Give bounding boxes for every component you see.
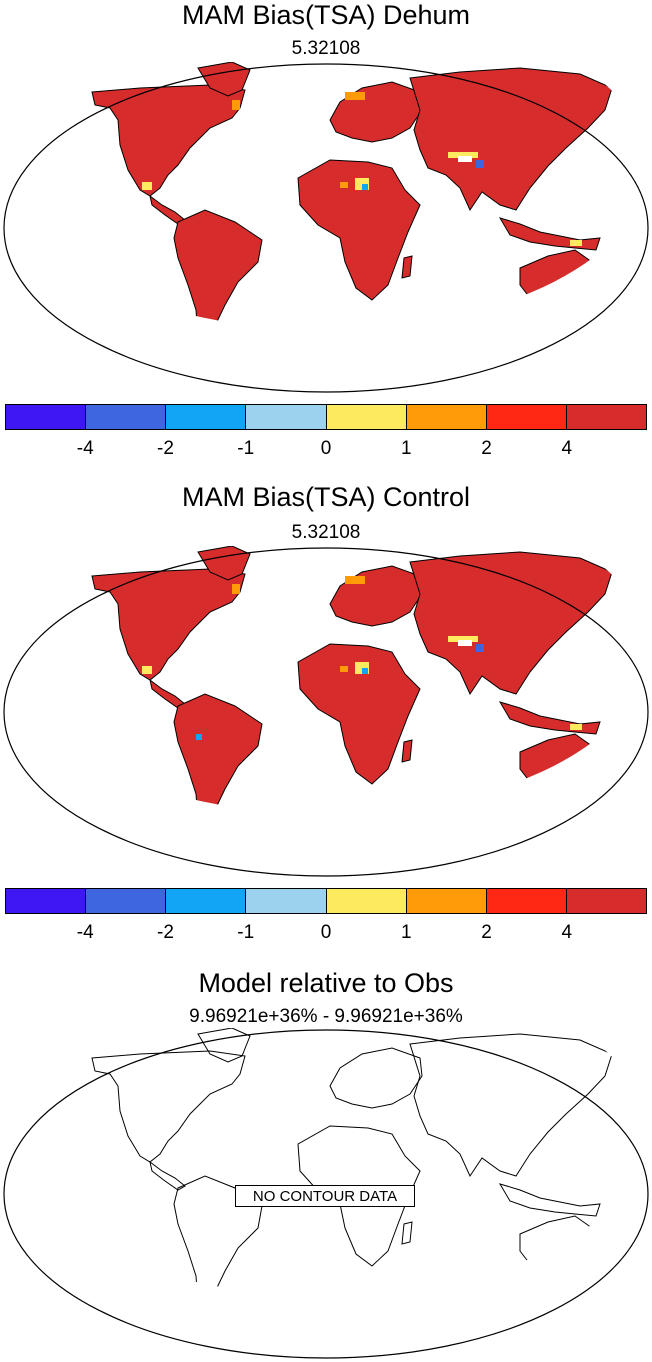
panel-1-subtitle: 5.32108 [291,38,361,59]
colorbar-tick-label: 0 [320,438,332,459]
colorbar-box [6,405,87,429]
panel-1-title: MAM Bias(TSA) Dehum [181,0,471,30]
colorbar-box [406,889,487,913]
map-boundary [3,547,649,877]
colorbar-box [566,889,646,913]
colorbar-tick-label: 1 [400,922,412,943]
colorbar-box [86,405,167,429]
panel-2-title: MAM Bias(TSA) Control [181,482,471,512]
colorbar-tick-label: 2 [481,438,492,459]
land-bias-field [91,62,613,330]
panel-2-map [3,546,649,877]
colorbar-box [246,405,327,429]
anomaly-spots [142,92,582,246]
colorbar-box [406,405,487,429]
colorbar-box [486,405,567,429]
colorbar-tick-label: 4 [561,438,573,459]
colorbar-box [166,405,247,429]
panel-3-subtitle: 9.96921e+36% - 9.96921e+36% [189,1006,463,1027]
colorbar-tick-label: -2 [157,922,174,943]
colorbar-tick-label: -2 [157,438,174,459]
colorbar-box [566,405,646,429]
colorbar-box [326,889,407,913]
land-bias-field [91,546,613,814]
anomaly-spots [142,576,582,740]
colorbar-tick-label: -4 [76,438,94,459]
panel-1-colorbar [5,404,647,430]
colorbar-box [486,889,567,913]
colorbar-tick-label: 4 [561,922,573,943]
map-boundary [3,63,649,393]
panel-2-colorbar [5,888,647,914]
no-contour-data-label: NO CONTOUR DATA [235,1185,415,1207]
colorbar-box [326,405,407,429]
colorbar-tick-label: 0 [320,922,332,943]
colorbar-box [166,889,247,913]
panel-3-map [3,1028,649,1359]
colorbar-box [86,889,167,913]
colorbar-box [246,889,327,913]
panel-3-title: Model relative to Obs [198,968,454,998]
colorbar-tick-label: 2 [481,922,492,943]
map-boundary [3,1029,649,1359]
colorbar-tick-label: -1 [237,922,255,943]
colorbar-tick-label: -4 [76,922,94,943]
colorbar-tick-label: 1 [400,438,412,459]
colorbar-box [6,889,87,913]
panel-2-subtitle: 5.32108 [291,522,361,543]
colorbar-tick-label: -1 [237,438,255,459]
panel-1-map [3,62,649,393]
